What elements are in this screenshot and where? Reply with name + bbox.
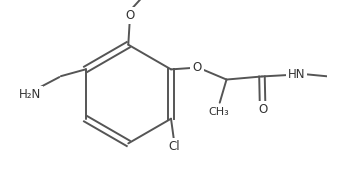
- Text: H₂N: H₂N: [19, 88, 41, 101]
- Text: O: O: [193, 61, 202, 74]
- Text: CH₃: CH₃: [208, 107, 229, 117]
- Text: Cl: Cl: [168, 140, 180, 153]
- Text: O: O: [258, 103, 267, 116]
- Text: O: O: [125, 9, 135, 22]
- Text: HN: HN: [288, 68, 305, 80]
